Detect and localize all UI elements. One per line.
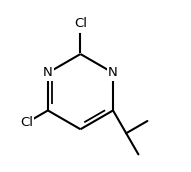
Text: Cl: Cl xyxy=(20,116,33,129)
Text: N: N xyxy=(43,66,53,79)
Text: N: N xyxy=(108,66,118,79)
Text: Cl: Cl xyxy=(74,17,87,30)
